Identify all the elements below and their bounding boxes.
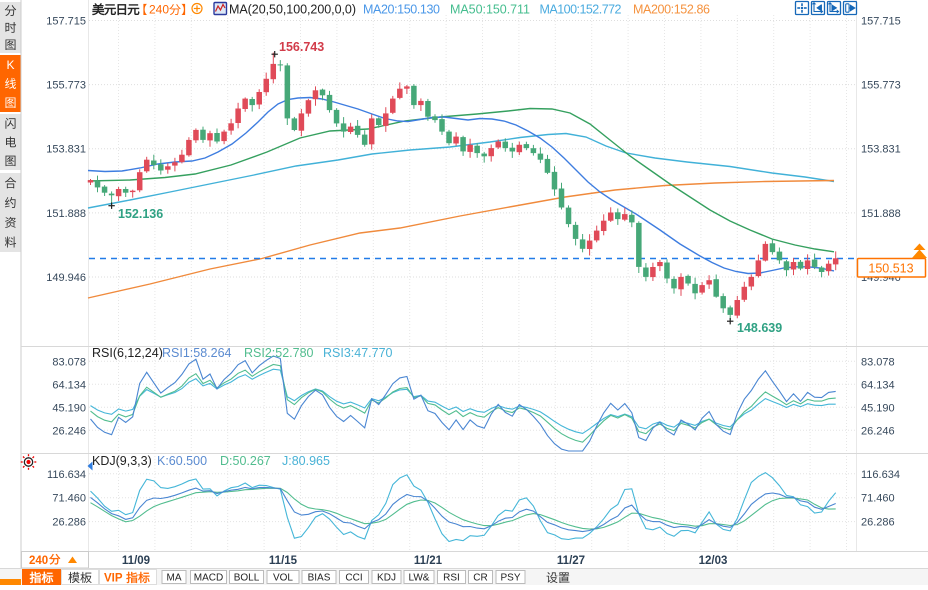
svg-text:RSI(6,12,24): RSI(6,12,24) (92, 346, 163, 360)
svg-text:151.888: 151.888 (46, 208, 86, 220)
svg-text:240: 240 (149, 3, 169, 17)
svg-text:71.460: 71.460 (52, 493, 86, 505)
svg-text:RSI3:47.770: RSI3:47.770 (323, 346, 393, 360)
svg-text:MA200:152.86: MA200:152.86 (633, 3, 710, 17)
svg-text:11/15: 11/15 (269, 555, 298, 567)
svg-text:BIAS: BIAS (308, 573, 331, 584)
svg-text:MA(20,50,100,200,0,0): MA(20,50,100,200,0,0) (229, 3, 356, 17)
svg-text:153.831: 153.831 (46, 144, 86, 156)
svg-text:12/03: 12/03 (699, 555, 728, 567)
svg-text:K: K (6, 58, 14, 72)
svg-text:148.639: 148.639 (737, 321, 782, 335)
svg-text:155.773: 155.773 (46, 80, 86, 92)
svg-text:45.190: 45.190 (52, 402, 86, 414)
svg-text:MACD: MACD (194, 573, 223, 584)
svg-text:116.634: 116.634 (47, 469, 86, 481)
svg-text:VOL: VOL (273, 573, 293, 584)
svg-text:BOLL: BOLL (234, 573, 260, 584)
svg-text:150.513: 150.513 (868, 262, 913, 276)
svg-text:PSY: PSY (500, 573, 520, 584)
svg-text:MA50:150.711: MA50:150.711 (450, 3, 530, 17)
svg-text:155.773: 155.773 (861, 80, 901, 92)
svg-text:157.715: 157.715 (861, 16, 901, 28)
svg-text:64.134: 64.134 (861, 379, 895, 391)
svg-text:RSI1:58.264: RSI1:58.264 (162, 346, 232, 360)
svg-text:VIP: VIP (104, 573, 123, 585)
svg-text:MA: MA (167, 573, 182, 584)
svg-text:LW&: LW& (409, 573, 430, 584)
svg-text:26.286: 26.286 (861, 517, 895, 529)
svg-text:26.246: 26.246 (52, 425, 86, 437)
svg-text:71.460: 71.460 (861, 493, 895, 505)
svg-text:MA20:150.130: MA20:150.130 (363, 3, 440, 17)
svg-text:152.136: 152.136 (118, 207, 163, 221)
svg-text:J:80.965: J:80.965 (282, 454, 330, 468)
svg-text:156.743: 156.743 (279, 40, 324, 54)
svg-text:116.634: 116.634 (861, 469, 900, 481)
svg-text:64.134: 64.134 (52, 379, 86, 391)
svg-text:26.246: 26.246 (861, 425, 895, 437)
svg-text:157.715: 157.715 (46, 16, 86, 28)
svg-text:11/09: 11/09 (122, 555, 150, 567)
svg-text:11/27: 11/27 (557, 555, 585, 567)
svg-text:RSI: RSI (443, 573, 460, 584)
svg-text:CCI: CCI (345, 573, 362, 584)
svg-text:45.190: 45.190 (861, 402, 895, 414)
svg-text:CR: CR (473, 573, 487, 584)
svg-text:K:60.500: K:60.500 (157, 454, 207, 468)
svg-text:83.078: 83.078 (861, 356, 895, 368)
svg-text:83.078: 83.078 (52, 356, 86, 368)
svg-text:MA100:152.772: MA100:152.772 (540, 3, 622, 17)
svg-text:240: 240 (29, 555, 48, 567)
svg-text:153.831: 153.831 (861, 144, 901, 156)
svg-text:KDJ(9,3,3): KDJ(9,3,3) (92, 454, 152, 468)
svg-text:11/21: 11/21 (414, 555, 443, 567)
svg-text:D:50.267: D:50.267 (220, 454, 271, 468)
svg-text:RSI2:52.780: RSI2:52.780 (244, 346, 314, 360)
svg-text:149.946: 149.946 (46, 272, 86, 284)
svg-text:26.286: 26.286 (52, 517, 86, 529)
svg-text:KDJ: KDJ (377, 573, 396, 584)
svg-text:151.888: 151.888 (861, 208, 901, 220)
